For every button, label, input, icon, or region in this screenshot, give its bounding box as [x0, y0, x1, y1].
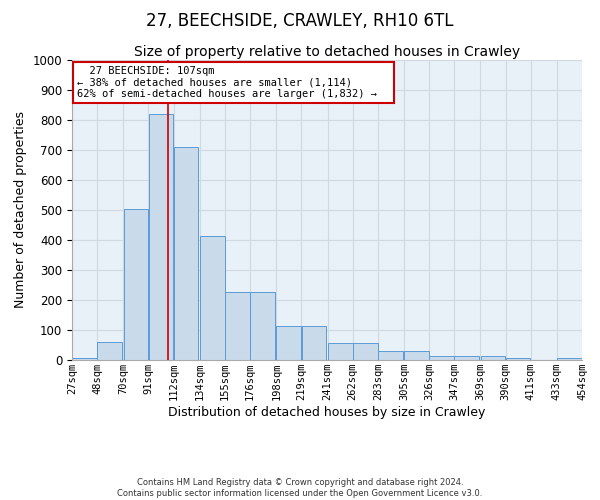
Bar: [250, 292, 275, 360]
Bar: [353, 343, 377, 360]
X-axis label: Distribution of detached houses by size in Crawley: Distribution of detached houses by size …: [169, 406, 485, 419]
Bar: [302, 326, 326, 360]
Bar: [378, 351, 403, 360]
Bar: [97, 342, 122, 360]
Bar: [277, 326, 301, 360]
Bar: [174, 147, 199, 360]
Bar: [72, 358, 97, 360]
Text: 27, BEECHSIDE, CRAWLEY, RH10 6TL: 27, BEECHSIDE, CRAWLEY, RH10 6TL: [146, 12, 454, 30]
Bar: [200, 236, 225, 360]
Title: Size of property relative to detached houses in Crawley: Size of property relative to detached ho…: [134, 45, 520, 59]
Bar: [149, 114, 173, 360]
Bar: [225, 292, 250, 360]
Text: Contains HM Land Registry data © Crown copyright and database right 2024.
Contai: Contains HM Land Registry data © Crown c…: [118, 478, 482, 498]
Text: 27 BEECHSIDE: 107sqm
← 38% of detached houses are smaller (1,114)
62% of semi-de: 27 BEECHSIDE: 107sqm ← 38% of detached h…: [77, 66, 389, 99]
Bar: [404, 351, 429, 360]
Bar: [429, 356, 454, 360]
Bar: [124, 208, 148, 360]
Bar: [481, 356, 505, 360]
Y-axis label: Number of detached properties: Number of detached properties: [14, 112, 27, 308]
Bar: [328, 343, 353, 360]
Bar: [454, 356, 479, 360]
Bar: [557, 358, 582, 360]
Bar: [506, 358, 530, 360]
